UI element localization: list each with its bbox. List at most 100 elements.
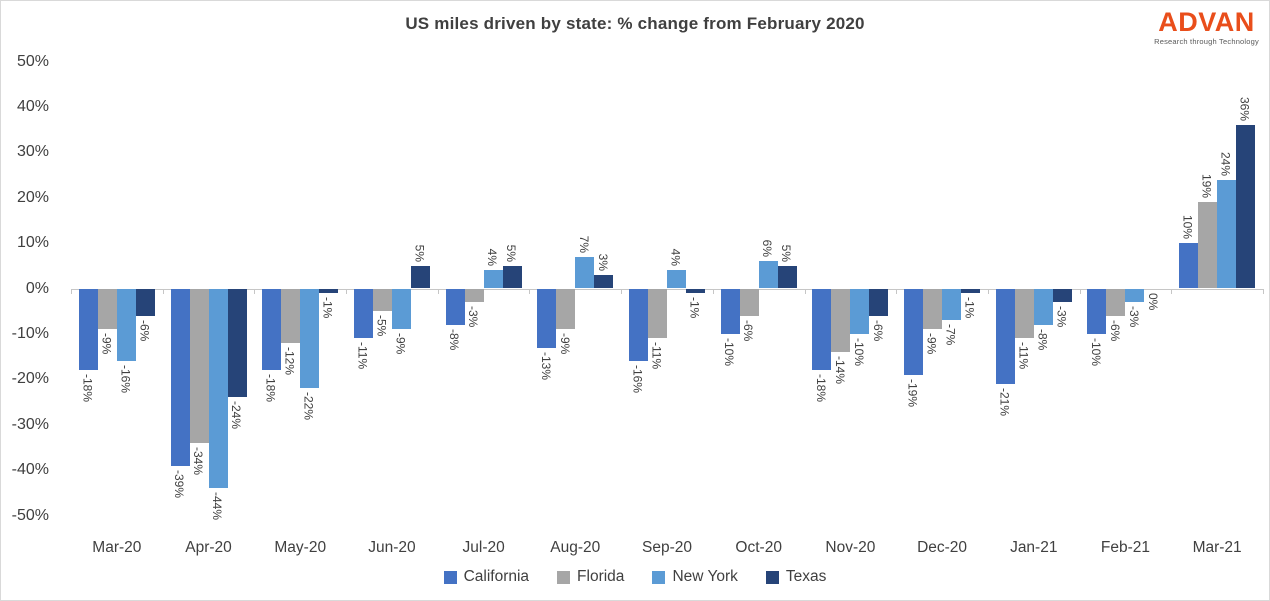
bar-california-jun-20 xyxy=(353,288,373,339)
x-axis-label-jun-20: Jun-20 xyxy=(368,539,416,556)
bar-label-new-york-oct-20: 6% xyxy=(760,239,775,258)
bar-label-florida-dec-20: -9% xyxy=(924,333,939,355)
x-axis-tick xyxy=(805,289,806,294)
x-axis-label-mar-21: Mar-21 xyxy=(1192,539,1242,556)
bar-california-jan-21 xyxy=(995,288,1015,384)
legend-item-texas: Texas xyxy=(765,568,826,586)
y-axis-label: 10% xyxy=(16,234,49,252)
y-axis-label: 50% xyxy=(16,52,49,70)
bar-label-new-york-nov-20: -10% xyxy=(851,337,866,366)
x-axis-tick xyxy=(254,289,255,294)
bar-label-florida-jan-21: -11% xyxy=(1016,342,1031,370)
bar-label-texas-oct-20: 5% xyxy=(779,244,794,262)
legend-label: Florida xyxy=(577,568,625,585)
bar-texas-mar-20 xyxy=(135,288,155,316)
bar-california-feb-21 xyxy=(1087,288,1107,334)
bar-new-york-may-20 xyxy=(300,288,320,389)
bar-florida-aug-20 xyxy=(556,288,576,330)
bar-california-oct-20 xyxy=(720,288,740,334)
bar-label-florida-mar-21: 19% xyxy=(1199,174,1214,199)
bar-label-texas-sep-20: -1% xyxy=(687,297,702,319)
bar-label-california-jul-20: -8% xyxy=(447,328,462,351)
bar-label-california-feb-21: -10% xyxy=(1088,337,1103,366)
bar-label-texas-mar-21: 36% xyxy=(1237,97,1252,122)
bar-florida-may-20 xyxy=(281,288,301,343)
bar-label-california-apr-20: -39% xyxy=(172,469,187,498)
bar-texas-nov-20 xyxy=(869,288,889,316)
bar-california-may-20 xyxy=(262,288,282,371)
bar-california-apr-20 xyxy=(170,288,190,466)
chart-title: US miles driven by state: % change from … xyxy=(405,14,865,33)
bar-florida-mar-21 xyxy=(1198,202,1218,289)
bar-label-new-york-may-20: -22% xyxy=(301,392,316,421)
x-axis-tick xyxy=(1080,289,1081,294)
bar-label-texas-jan-21: -3% xyxy=(1054,306,1069,328)
legend-item-california: California xyxy=(443,568,530,586)
bar-texas-may-20 xyxy=(319,288,339,294)
bar-florida-oct-20 xyxy=(739,288,759,316)
bar-label-texas-may-20: -1% xyxy=(320,297,335,319)
x-axis-label-sep-20: Sep-20 xyxy=(641,539,692,556)
bar-label-new-york-aug-20: 7% xyxy=(576,235,591,253)
bar-california-jul-20 xyxy=(445,288,465,325)
x-axis-label-feb-21: Feb-21 xyxy=(1100,539,1151,556)
bar-label-texas-jun-20: 5% xyxy=(412,244,427,262)
bar-california-mar-21 xyxy=(1179,243,1199,289)
bar-label-california-mar-20: -18% xyxy=(80,374,95,403)
y-axis-label: -30% xyxy=(11,415,49,433)
advan-logo: ADVAN Research through Technology xyxy=(1154,9,1259,46)
bar-florida-jul-20 xyxy=(464,288,484,303)
bar-texas-aug-20 xyxy=(594,274,614,289)
bar-california-aug-20 xyxy=(537,288,557,348)
bar-california-sep-20 xyxy=(629,288,648,362)
bar-new-york-jan-21 xyxy=(1033,288,1053,325)
bar-label-new-york-mar-21: 24% xyxy=(1218,151,1233,176)
legend-label: New York xyxy=(672,568,738,585)
bar-new-york-oct-20 xyxy=(758,261,778,289)
y-axis-label: -40% xyxy=(11,461,49,479)
legend-label: California xyxy=(463,568,530,585)
bar-texas-jun-20 xyxy=(410,265,430,289)
x-axis-label-dec-20: Dec-20 xyxy=(917,539,968,556)
x-axis-label-mar-20: Mar-20 xyxy=(92,539,142,556)
legend-marker-icon xyxy=(652,570,666,584)
bar-label-california-dec-20: -19% xyxy=(905,378,920,407)
y-axis-label: -10% xyxy=(11,324,49,342)
legend-item-florida: Florida xyxy=(557,568,624,586)
bar-texas-dec-20 xyxy=(961,288,981,294)
x-axis-label-nov-20: Nov-20 xyxy=(825,539,876,556)
bar-new-york-mar-21 xyxy=(1217,179,1237,289)
bar-label-california-jun-20: -11% xyxy=(355,342,370,370)
bar-florida-sep-20 xyxy=(648,288,667,339)
bar-texas-oct-20 xyxy=(777,265,797,289)
bar-florida-nov-20 xyxy=(831,288,851,353)
y-axis-label: -50% xyxy=(11,506,49,524)
y-axis-label: 20% xyxy=(16,188,49,206)
bar-california-nov-20 xyxy=(812,288,832,371)
y-axis-label: 0% xyxy=(25,279,49,297)
bar-label-texas-aug-20: 3% xyxy=(595,253,610,271)
x-axis-line xyxy=(71,289,1263,290)
bar-florida-apr-20 xyxy=(189,288,209,443)
y-axis-label: 40% xyxy=(16,97,49,115)
x-axis-label-jul-20: Jul-20 xyxy=(462,539,505,556)
bar-label-california-oct-20: -10% xyxy=(722,337,737,366)
bar-label-new-york-feb-21: -3% xyxy=(1126,306,1141,328)
bar-new-york-feb-21 xyxy=(1125,288,1145,303)
bar-new-york-jul-20 xyxy=(483,270,503,289)
bar-label-california-aug-20: -13% xyxy=(538,351,553,380)
bar-florida-jun-20 xyxy=(372,288,392,312)
bar-california-dec-20 xyxy=(904,288,924,375)
bar-label-new-york-apr-20: -44% xyxy=(210,492,225,521)
x-axis-tick xyxy=(71,289,72,294)
x-axis-label-aug-20: Aug-20 xyxy=(550,539,601,556)
bar-texas-sep-20 xyxy=(686,288,705,294)
legend-marker-icon xyxy=(557,570,571,584)
bar-florida-jan-21 xyxy=(1014,288,1034,339)
bar-label-florida-jun-20: -5% xyxy=(374,315,389,337)
bar-label-texas-feb-21: 0% xyxy=(1145,292,1160,310)
bar-label-florida-apr-20: -34% xyxy=(191,446,206,475)
x-axis-tick xyxy=(988,289,989,294)
bar-new-york-dec-20 xyxy=(942,288,962,321)
